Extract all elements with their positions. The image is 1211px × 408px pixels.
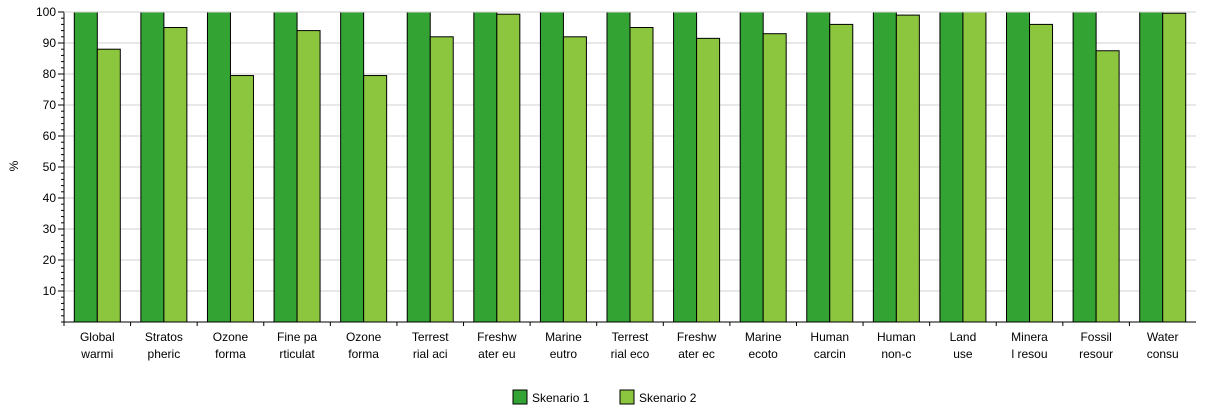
bar-1-17 <box>1139 11 1164 323</box>
bar-2-13 <box>895 14 920 323</box>
category-label: use <box>953 347 973 361</box>
bar-1-10 <box>673 11 698 323</box>
category-label: eutro <box>550 347 578 361</box>
bar-2-17 <box>1162 12 1187 323</box>
bar-1-6 <box>406 11 431 323</box>
bar-1-1 <box>73 11 98 323</box>
bar-1-16 <box>1072 11 1097 323</box>
bar-2-10 <box>696 37 721 323</box>
category-label: Human <box>810 330 849 344</box>
axes <box>58 11 1196 326</box>
y-tick-label: 40 <box>43 191 57 205</box>
category-label: Terrest <box>612 330 649 344</box>
y-tick-label: 30 <box>43 222 57 236</box>
bar-2-7 <box>496 13 521 323</box>
bar-2-8 <box>562 36 587 323</box>
category-label: consu <box>1147 347 1179 361</box>
bar-2-6 <box>429 36 454 323</box>
category-label: Marine <box>745 330 782 344</box>
y-tick-label: 70 <box>43 98 57 112</box>
bar-2-16 <box>1095 50 1120 323</box>
category-label: Land <box>950 330 977 344</box>
category-label: Marine <box>545 330 582 344</box>
legend-swatch-2 <box>619 389 635 405</box>
bar-1-13 <box>872 11 897 323</box>
bar-2-1 <box>96 48 121 323</box>
bar-1-4 <box>273 11 298 323</box>
bar-1-8 <box>539 11 564 323</box>
category-label: pheric <box>148 347 181 361</box>
category-labels: Global warmi Stratos pheric Ozone forma Fine p… <box>80 330 1179 361</box>
category-label: forma <box>348 347 379 361</box>
category-label: Water <box>1147 330 1179 344</box>
bar-1-9 <box>606 11 631 323</box>
category-label: Human <box>877 330 916 344</box>
bar-1-3 <box>206 11 231 323</box>
legend-swatch-1 <box>512 389 528 405</box>
bars <box>73 11 1187 323</box>
category-label: rial aci <box>413 347 448 361</box>
category-label: ater eu <box>478 347 515 361</box>
bar-1-11 <box>739 11 764 323</box>
category-label: Global <box>80 330 115 344</box>
category-label: l resou <box>1012 347 1048 361</box>
category-label: forma <box>215 347 246 361</box>
bar-1-14 <box>939 11 964 323</box>
legend: Skenario 1 Skenario 2 <box>512 389 697 405</box>
category-label: resour <box>1079 347 1113 361</box>
bar-2-12 <box>829 23 854 323</box>
y-tick-label: 50 <box>43 160 57 174</box>
category-label: Fine pa <box>277 330 317 344</box>
y-tick-label: 20 <box>43 253 57 267</box>
category-label: Ozone <box>213 330 249 344</box>
category-label: ecoto <box>748 347 778 361</box>
bar-1-7 <box>473 11 498 323</box>
y-tick-label: 60 <box>43 129 57 143</box>
bar-2-14 <box>962 11 987 323</box>
legend-label-2: Skenario 2 <box>639 391 697 405</box>
category-label: Freshw <box>677 330 717 344</box>
bar-2-5 <box>363 75 388 323</box>
bar-2-11 <box>762 33 787 323</box>
bar-1-15 <box>1006 11 1031 323</box>
bar-2-15 <box>1029 23 1054 323</box>
bar-2-9 <box>629 27 654 323</box>
category-label: non-c <box>881 347 911 361</box>
category-label: Stratos <box>145 330 183 344</box>
category-label: Fossil <box>1080 330 1111 344</box>
category-label: warmi <box>80 347 113 361</box>
y-tick-labels: 10 20 30 40 50 60 70 80 90 100 <box>36 5 56 298</box>
y-tick-label: 10 <box>43 284 57 298</box>
y-axis-label: % <box>7 160 21 171</box>
category-label: rticulat <box>279 347 315 361</box>
category-label: Terrest <box>412 330 449 344</box>
y-tick-label: 90 <box>43 36 57 50</box>
bar-1-2 <box>140 11 165 323</box>
y-tick-label: 80 <box>43 67 57 81</box>
bar-1-12 <box>806 11 831 323</box>
category-label: rial eco <box>611 347 650 361</box>
category-label: Ozone <box>346 330 382 344</box>
legend-label-1: Skenario 1 <box>532 391 590 405</box>
bar-1-5 <box>340 11 365 323</box>
bar-2-3 <box>229 75 254 323</box>
bar-2-2 <box>163 27 188 323</box>
category-label: Freshw <box>477 330 517 344</box>
category-label: ater ec <box>678 347 715 361</box>
y-tick-label: 100 <box>36 5 56 19</box>
category-label: Minera <box>1011 330 1048 344</box>
category-label: carcin <box>814 347 846 361</box>
bar-2-4 <box>296 30 321 323</box>
